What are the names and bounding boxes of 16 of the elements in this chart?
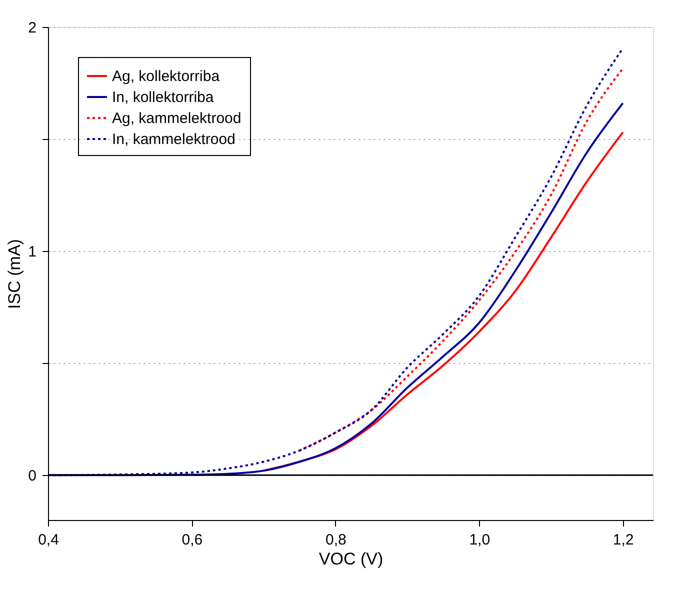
x-tick-label: 0,6 bbox=[182, 532, 203, 548]
y-tick-label: 2 bbox=[28, 20, 36, 36]
y-tick-label: 1 bbox=[28, 244, 36, 261]
y-tick-label: 0 bbox=[28, 468, 36, 485]
legend-label: In, kollektorriba bbox=[112, 89, 214, 106]
x-axis-title: VOC (V) bbox=[318, 550, 384, 568]
legend-label: Ag, kammelektrood bbox=[112, 110, 242, 127]
x-tick-label: 1,0 bbox=[469, 532, 490, 548]
legend-label: Ag, kollektorriba bbox=[112, 68, 220, 85]
x-tick-label: 1,2 bbox=[612, 532, 634, 548]
line-series bbox=[298, 67, 624, 452]
line-series bbox=[262, 131, 624, 472]
legend-label: In, kammelektrood bbox=[112, 131, 236, 148]
x-tick-label: 0,8 bbox=[325, 532, 346, 548]
x-tick-label: 0,4 bbox=[38, 532, 59, 548]
y-axis-title: ISC (mA) bbox=[5, 239, 24, 309]
